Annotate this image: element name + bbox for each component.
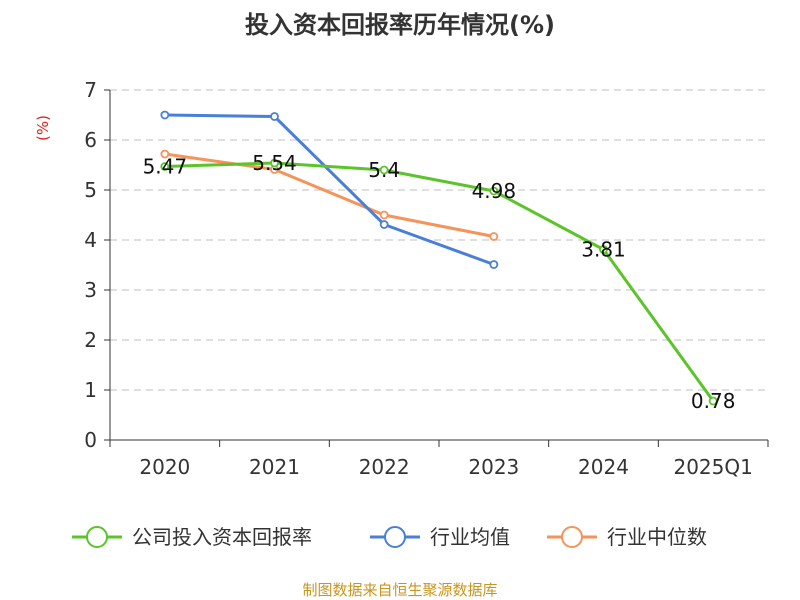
data-point[interactable] (708, 396, 718, 406)
y-tick-label: 0 (84, 428, 97, 452)
data-point[interactable] (489, 260, 499, 269)
series-layer (160, 110, 718, 406)
x-tick-label: 2020 (139, 455, 190, 479)
legend[interactable]: 公司投入资本回报率 行业均值 行业中位数 (72, 525, 707, 549)
gridlines (110, 89, 768, 391)
data-label: 5.47 (143, 155, 188, 179)
data-labels: 5.47 5.54 5.4 4.98 3.81 0.78 (143, 151, 736, 413)
data-point[interactable] (599, 245, 608, 254)
data-point[interactable] (160, 149, 170, 159)
data-point[interactable] (379, 210, 389, 220)
legend-label: 行业均值 (430, 525, 510, 549)
data-label: 4.98 (472, 179, 517, 203)
data-label: 3.81 (581, 238, 626, 262)
legend-item[interactable]: 公司投入资本回报率 (72, 525, 312, 549)
x-tick-label: 2024 (578, 455, 629, 479)
data-point[interactable] (270, 158, 279, 168)
data-point[interactable] (160, 110, 170, 120)
data-label: 5.54 (252, 151, 297, 175)
chart-title: 投入资本回报率历年情况(%) (245, 11, 555, 39)
data-label: 0.78 (691, 389, 736, 413)
data-label: 5.4 (368, 158, 400, 182)
legend-marker (384, 526, 406, 548)
series-line (164, 113, 495, 266)
legend-marker (561, 526, 583, 548)
data-point[interactable] (489, 186, 499, 196)
y-tick-label: 7 (84, 78, 97, 102)
series-line (164, 161, 715, 402)
series-line (164, 152, 495, 238)
data-point[interactable] (379, 220, 389, 229)
y-tick-label: 5 (84, 178, 97, 202)
y-tick-label: 6 (84, 128, 97, 152)
legend-label: 公司投入资本回报率 (132, 525, 312, 549)
legend-item[interactable]: 行业均值 (370, 525, 510, 549)
source-note: 制图数据来自恒生聚源数据库 (302, 581, 497, 599)
x-tick-label: 2022 (359, 455, 410, 479)
data-point[interactable] (160, 162, 170, 171)
y-tick-label: 2 (84, 328, 97, 352)
x-tick-label: 2025Q1 (673, 455, 752, 479)
y-tick-label: 3 (84, 278, 97, 302)
x-tick-label: 2023 (468, 455, 519, 479)
y-axis-label: (%) (34, 115, 52, 141)
data-point[interactable] (379, 165, 389, 175)
x-tick-label: 2021 (249, 455, 300, 479)
legend-label: 行业中位数 (607, 525, 707, 549)
y-tick-label: 4 (84, 228, 97, 252)
legend-marker (86, 526, 108, 548)
y-tick-label: 1 (84, 378, 97, 402)
data-point[interactable] (489, 232, 499, 241)
axes: 0 1 2 3 4 5 6 7 2020 2021 2022 2023 2024 2025Q1 (84, 78, 769, 479)
legend-item[interactable]: 行业中位数 (547, 525, 707, 549)
data-point[interactable] (270, 112, 279, 121)
